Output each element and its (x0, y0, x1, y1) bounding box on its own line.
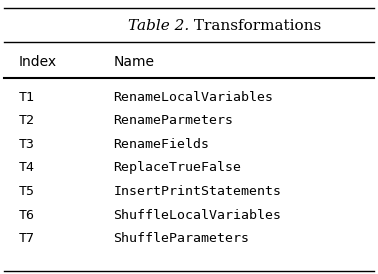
Text: ReplaceTrueFalse: ReplaceTrueFalse (113, 161, 242, 175)
Text: T1: T1 (19, 91, 35, 104)
Text: Transformations: Transformations (189, 19, 321, 33)
Text: T2: T2 (19, 114, 35, 127)
Text: T5: T5 (19, 185, 35, 198)
Text: RenameFields: RenameFields (113, 138, 209, 151)
Text: RenameLocalVariables: RenameLocalVariables (113, 91, 273, 104)
Text: Name: Name (113, 55, 154, 69)
Text: RenameParmeters: RenameParmeters (113, 114, 233, 127)
Text: T3: T3 (19, 138, 35, 151)
Text: Table 2.: Table 2. (128, 19, 189, 33)
Text: T6: T6 (19, 209, 35, 222)
Text: T7: T7 (19, 232, 35, 245)
Text: T4: T4 (19, 161, 35, 175)
Text: InsertPrintStatements: InsertPrintStatements (113, 185, 281, 198)
Text: ShuffleParameters: ShuffleParameters (113, 232, 249, 245)
Text: Index: Index (19, 55, 57, 69)
Text: ShuffleLocalVariables: ShuffleLocalVariables (113, 209, 281, 222)
